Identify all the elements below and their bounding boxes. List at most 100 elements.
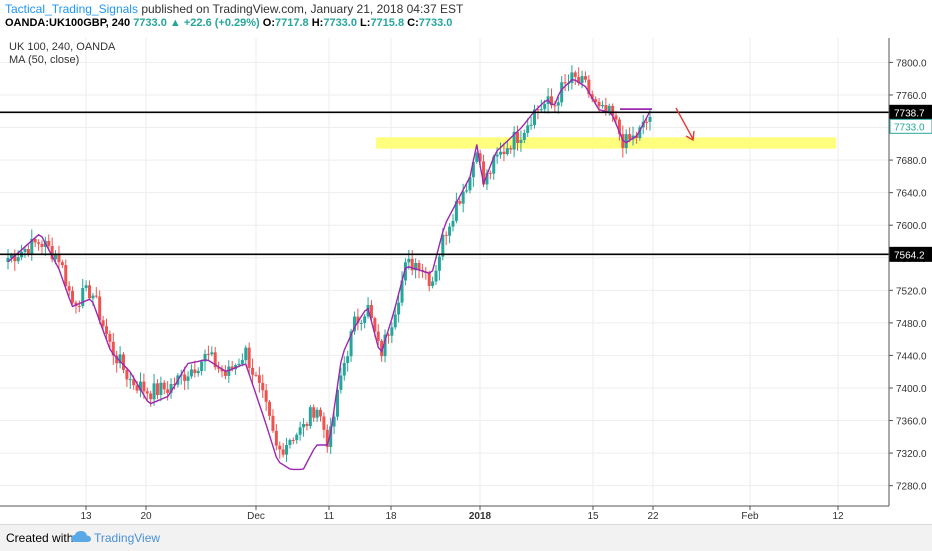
candle-body xyxy=(380,340,384,357)
candle-body xyxy=(590,94,594,100)
candle-body xyxy=(509,148,513,150)
candle-body xyxy=(427,273,431,286)
close-label: C: xyxy=(407,17,419,29)
time-tick-label: 18 xyxy=(385,511,397,522)
candle-body xyxy=(213,352,217,368)
candle-body xyxy=(254,374,258,376)
candle-body xyxy=(475,153,479,163)
candle-body xyxy=(230,366,234,370)
candle-body xyxy=(13,254,17,262)
footer-bar: Created with TradingView xyxy=(0,524,932,551)
candle-body xyxy=(400,280,404,303)
candle-body xyxy=(77,305,81,307)
candle-body xyxy=(529,124,533,126)
candle-body xyxy=(628,134,632,140)
candle-body xyxy=(536,109,540,111)
candle-body xyxy=(594,99,598,102)
tradingview-brand-link[interactable]: TradingView xyxy=(94,531,161,545)
candle-body xyxy=(539,109,543,111)
candle-body xyxy=(125,369,129,380)
candle-body xyxy=(359,323,363,325)
candle-body xyxy=(271,415,275,431)
symbol-label: OANDA:UK100GBP, 240 xyxy=(5,17,131,29)
candle-body xyxy=(648,116,652,122)
candle-body xyxy=(393,314,397,328)
candle-body xyxy=(488,172,492,174)
candle-body xyxy=(288,440,292,445)
candle-body xyxy=(118,354,122,364)
candle-body xyxy=(346,356,350,363)
candle-body xyxy=(349,331,353,357)
candle-body xyxy=(597,101,601,107)
candle-body xyxy=(441,234,445,257)
candle-body xyxy=(308,407,312,427)
price-label-text: 7564.2 xyxy=(894,250,925,261)
candle-body xyxy=(315,409,319,418)
high-label: H: xyxy=(311,17,324,29)
candle-body xyxy=(329,426,333,447)
candle-body xyxy=(502,151,506,155)
price-chart[interactable]: 7800.07760.07720.07680.07640.07600.07560… xyxy=(0,0,932,524)
candle-body xyxy=(149,393,153,400)
candle-body xyxy=(115,355,119,364)
time-tick-label: Dec xyxy=(247,511,265,522)
author-link[interactable]: Tactical_Trading_Signals xyxy=(5,2,138,16)
candle-body xyxy=(142,381,146,392)
candle-body xyxy=(298,427,302,435)
candle-body xyxy=(468,177,472,191)
time-tick-label: 22 xyxy=(647,511,659,522)
candle-body xyxy=(397,302,401,315)
candle-body xyxy=(587,79,591,95)
up-triangle-icon: ▲ xyxy=(169,17,181,29)
candle-body xyxy=(451,220,455,227)
candle-body xyxy=(563,82,567,84)
candle-body xyxy=(172,383,176,385)
candle-body xyxy=(183,374,187,381)
price-labels: 7738.7 7733.0 7564.2 xyxy=(889,104,932,262)
candle-body xyxy=(369,304,373,319)
candle-body xyxy=(135,385,139,391)
open-value: 7717.8 xyxy=(275,17,309,29)
candle-body xyxy=(91,295,95,299)
candle-body xyxy=(407,258,411,263)
time-tick-label: 12 xyxy=(832,511,844,522)
candle-body xyxy=(257,375,261,383)
candle-body xyxy=(505,148,509,155)
price-label-box xyxy=(889,246,932,262)
tradingview-cloud-icon xyxy=(71,531,91,542)
price-tick-label: 7280.0 xyxy=(896,482,927,493)
candle-body xyxy=(458,201,462,204)
candle-body xyxy=(485,172,489,185)
price-label-box xyxy=(889,118,932,134)
candle-body xyxy=(217,367,221,369)
candle-body xyxy=(162,382,166,390)
candle-body xyxy=(37,242,41,244)
candle-body xyxy=(373,318,377,332)
candle-body xyxy=(533,109,537,125)
candle-body xyxy=(169,383,173,393)
candle-body xyxy=(193,369,197,374)
candle-body xyxy=(417,262,421,271)
candle-body xyxy=(220,368,224,372)
candle-body xyxy=(210,352,214,355)
candle-body xyxy=(556,102,560,106)
price-tick-label: 7640.0 xyxy=(896,189,927,200)
low-value: 7715.8 xyxy=(370,17,405,29)
price-tick-label: 7400.0 xyxy=(896,384,927,395)
time-axis[interactable]: 13 20 Dec 11 18 2018 15 22 Feb 12 xyxy=(80,506,844,522)
down-arrow-annotation xyxy=(675,107,695,142)
price-tick-label: 7440.0 xyxy=(896,351,927,362)
indicator-label: MA (50, close) xyxy=(9,54,79,66)
candle-body xyxy=(339,375,343,390)
time-tick-label: 20 xyxy=(140,511,152,522)
candle-body xyxy=(203,353,207,362)
price-axis[interactable]: 7800.07760.07720.07680.07640.07600.07560… xyxy=(889,58,927,493)
candle-body xyxy=(611,105,615,116)
candle-body xyxy=(54,254,58,260)
candle-body xyxy=(159,382,163,395)
candle-body xyxy=(240,360,244,364)
candle-body xyxy=(583,76,587,80)
candle-body xyxy=(121,354,125,370)
candle-body xyxy=(196,370,200,374)
candle-body xyxy=(390,327,394,336)
